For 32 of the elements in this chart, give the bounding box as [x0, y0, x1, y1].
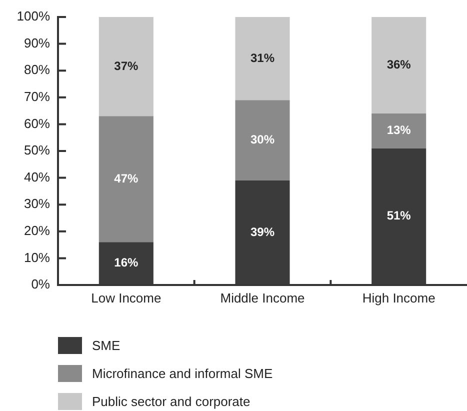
- bar: [372, 17, 426, 114]
- y-tick-label: 40%: [24, 169, 50, 184]
- y-tick-label: 90%: [24, 35, 50, 50]
- data-label: 30%: [250, 132, 275, 147]
- data-label: 47%: [114, 171, 138, 186]
- legend-label: SME: [92, 337, 120, 354]
- y-tick-label: 10%: [24, 250, 50, 265]
- data-label: 51%: [386, 208, 412, 223]
- data-label: 31%: [250, 50, 275, 65]
- x-tick-label: Middle Income: [220, 290, 305, 306]
- y-tick-label: 100%: [16, 8, 50, 24]
- data-label: 13%: [386, 123, 412, 138]
- y-tick-label: 0%: [31, 276, 50, 292]
- data-label: 36%: [386, 58, 412, 72]
- x-tick-label: Low Income: [91, 290, 162, 306]
- x-tick-label: High Income: [362, 290, 436, 306]
- y-tick-label: 60%: [24, 116, 50, 131]
- bar: [98, 17, 154, 116]
- y-tick-label: 70%: [24, 88, 50, 104]
- data-label: 37%: [114, 58, 138, 73]
- y-tick-label: 30%: [24, 196, 50, 212]
- bar: [235, 100, 290, 180]
- legend-label: Public sector and corporate: [92, 393, 250, 410]
- data-label: 16%: [114, 256, 138, 270]
- data-label: 39%: [250, 224, 275, 239]
- y-tick-label: 20%: [24, 222, 50, 238]
- bar: [98, 116, 154, 242]
- y-tick-label: 50%: [24, 142, 50, 158]
- y-tick-label: 80%: [24, 62, 50, 78]
- bar: [372, 113, 426, 148]
- legend-label: Microfinance and informal SME: [92, 365, 273, 382]
- bar: [235, 17, 290, 100]
